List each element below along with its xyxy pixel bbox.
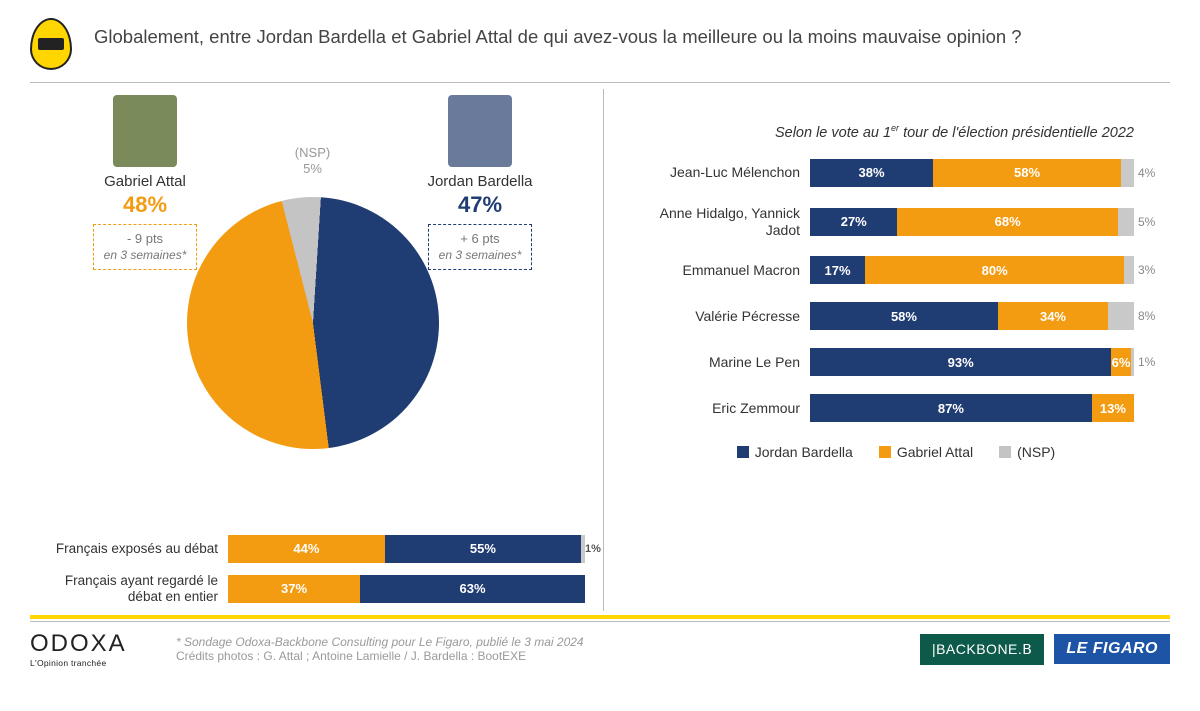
sub-bars: Français exposés au débat44%55%1%Françai… xyxy=(30,525,585,605)
footer: ODOXA L'Opinion tranchée * Sondage Odoxa… xyxy=(30,622,1170,668)
bar-segment: 58% xyxy=(810,302,998,330)
candidate-delta: + 6 pts en 3 semaines* xyxy=(428,224,533,270)
vote-row: Anne Hidalgo, Yannick Jadot27%68%5% xyxy=(622,205,1134,239)
footer-rule-yellow xyxy=(30,615,1170,619)
photo-attal xyxy=(113,95,177,167)
bar-segment: 34% xyxy=(998,302,1108,330)
legend: Jordan Bardella Gabriel Attal (NSP) xyxy=(622,444,1170,460)
legend-item: (NSP) xyxy=(999,444,1055,460)
stacked-bar: 38%58%4% xyxy=(810,159,1134,187)
bar-segment: 44% xyxy=(228,535,385,563)
bar-segment xyxy=(1118,208,1134,236)
vote-breakdown-rows: Jean-Luc Mélenchon38%58%4%Anne Hidalgo, … xyxy=(622,159,1170,423)
backbone-logo: |BACKBONE.𝖡 xyxy=(920,634,1044,665)
figaro-logo: LE FIGARO xyxy=(1054,634,1170,664)
stacked-bar: 37%63% xyxy=(228,575,585,603)
stacked-bar: 93%6%1% xyxy=(810,348,1134,376)
lemon-icon xyxy=(30,18,72,70)
vertical-divider xyxy=(603,89,604,611)
candidate-delta: - 9 pts en 3 semaines* xyxy=(93,224,198,270)
header: Globalement, entre Jordan Bardella et Ga… xyxy=(30,18,1170,70)
bar-segment: 80% xyxy=(865,256,1124,284)
bar-segment-label: 5% xyxy=(1134,208,1155,236)
photo-bardella xyxy=(448,95,512,167)
vote-row-label: Anne Hidalgo, Yannick Jadot xyxy=(622,205,810,239)
stacked-bar: 27%68%5% xyxy=(810,208,1134,236)
bar-segment: 93% xyxy=(810,348,1111,376)
page-title: Globalement, entre Jordan Bardella et Ga… xyxy=(94,18,1170,50)
bar-segment: 38% xyxy=(810,159,933,187)
stacked-bar: 44%55%1% xyxy=(228,535,585,563)
vote-row: Valérie Pécresse58%34%8% xyxy=(622,302,1134,330)
left-panel: (NSP)5% Gabriel Attal 48% - 9 pts en 3 s… xyxy=(30,89,595,611)
bar-segment: 1% xyxy=(581,535,585,563)
nsp-callout: (NSP)5% xyxy=(295,145,330,176)
bar-segment: 68% xyxy=(897,208,1117,236)
right-panel: Selon le vote au 1er tour de l'élection … xyxy=(612,89,1170,611)
bar-segment: 37% xyxy=(228,575,360,603)
sub-bar-label: Français exposés au débat xyxy=(30,541,228,557)
pie-chart xyxy=(187,197,439,449)
vote-row-label: Jean-Luc Mélenchon xyxy=(622,164,810,181)
bar-segment: 6% xyxy=(1111,348,1130,376)
odoxa-logo: ODOXA L'Opinion tranchée xyxy=(30,630,170,668)
footer-credits: * Sondage Odoxa-Backbone Consulting pour… xyxy=(170,635,920,663)
vote-row: Jean-Luc Mélenchon38%58%4% xyxy=(622,159,1134,187)
bar-segment: 13% xyxy=(1092,394,1134,422)
sub-bar-row: Français exposés au débat44%55%1% xyxy=(30,535,585,563)
bar-segment-label: 8% xyxy=(1134,302,1155,330)
candidate-name: Gabriel Attal xyxy=(60,173,230,190)
legend-item: Jordan Bardella xyxy=(737,444,853,460)
bar-segment-label: 3% xyxy=(1134,256,1155,284)
bar-segment: 27% xyxy=(810,208,897,236)
sub-bar-row: Français ayant regardé le débat en entie… xyxy=(30,573,585,605)
bar-segment: 58% xyxy=(933,159,1121,187)
vote-row-label: Eric Zemmour xyxy=(622,400,810,417)
right-panel-title: Selon le vote au 1er tour de l'élection … xyxy=(622,89,1170,159)
bar-segment: 63% xyxy=(360,575,585,603)
vote-row: Marine Le Pen93%6%1% xyxy=(622,348,1134,376)
vote-row-label: Valérie Pécresse xyxy=(622,308,810,325)
bar-segment-label: 1% xyxy=(1134,348,1155,376)
bar-segment: 17% xyxy=(810,256,865,284)
candidate-name: Jordan Bardella xyxy=(395,173,565,190)
bar-segment-label: 4% xyxy=(1134,159,1155,187)
bar-segment xyxy=(1121,159,1134,187)
vote-row: Emmanuel Macron17%80%3% xyxy=(622,256,1134,284)
bar-segment xyxy=(1108,302,1134,330)
vote-row-label: Emmanuel Macron xyxy=(622,262,810,279)
sub-bar-label: Français ayant regardé le débat en entie… xyxy=(30,573,228,605)
stacked-bar: 87%13% xyxy=(810,394,1134,422)
vote-row-label: Marine Le Pen xyxy=(622,354,810,371)
bar-segment xyxy=(1124,256,1134,284)
vote-row: Eric Zemmour87%13% xyxy=(622,394,1134,422)
legend-item: Gabriel Attal xyxy=(879,444,973,460)
divider xyxy=(30,82,1170,83)
stacked-bar: 58%34%8% xyxy=(810,302,1134,330)
bar-segment: 55% xyxy=(385,535,581,563)
bar-segment: 87% xyxy=(810,394,1092,422)
stacked-bar: 17%80%3% xyxy=(810,256,1134,284)
